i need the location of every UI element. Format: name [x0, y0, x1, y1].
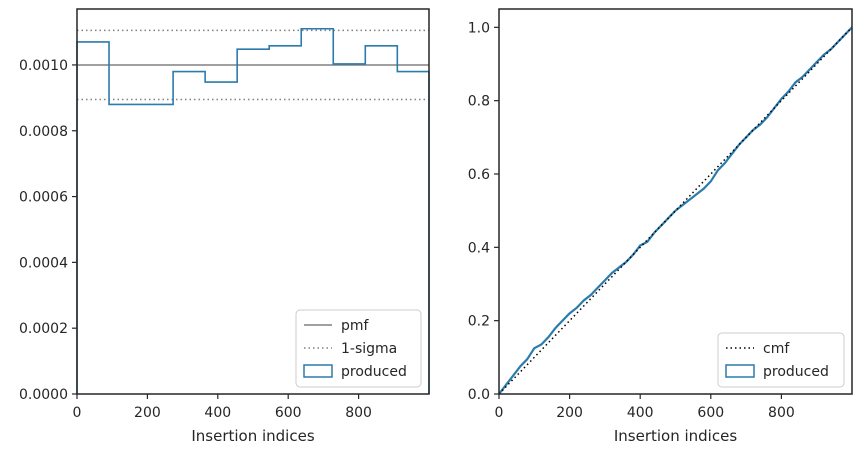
y-tick-label: 0.2: [468, 314, 490, 330]
histogram-x-axis-label: Insertion indices: [191, 427, 314, 445]
y-tick-label: 0.8: [468, 94, 490, 110]
produced-curve: [498, 26, 853, 395]
x-tick-label: 600: [275, 405, 302, 421]
y-tick-label: 0.0004: [19, 255, 68, 271]
y-tick-label: 0.0006: [19, 190, 68, 206]
legend-label: 1-sigma: [341, 341, 397, 357]
cumulative-y-ticks: 0.0 0.2 0.4 0.6 0.8 1.0: [468, 20, 499, 403]
histogram-legend: pmf 1-sigma produced: [295, 309, 422, 388]
legend-label: produced: [341, 364, 407, 380]
legend-produced-swatch: [725, 364, 755, 378]
cumulative-panel: 0 200 400 600 800 0.0 0.2 0.4 0.6 0.8 1.0 Inserti…: [468, 8, 853, 445]
cumulative-frame: [498, 8, 853, 395]
histogram-x-ticks: 0 200 400 600 800: [73, 394, 372, 421]
legend-label: cmf: [763, 341, 790, 357]
x-tick-label: 200: [556, 405, 583, 421]
histogram-y-ticks: 0.0000 0.0002 0.0004 0.0006 0.0008 0.0010: [19, 58, 77, 403]
legend-frame: [717, 332, 845, 388]
x-tick-label: 0: [495, 405, 504, 421]
x-tick-label: 0: [73, 405, 82, 421]
legend-frame: [295, 309, 422, 388]
histogram-frame: [76, 8, 430, 395]
y-tick-label: 0.4: [468, 240, 490, 256]
cumulative-x-ticks: 0 200 400 600 800: [495, 394, 795, 421]
legend-label: pmf: [341, 318, 370, 334]
histogram-panel: 0 200 400 600 800 0.00000.00020.00040.00060.…: [19, 8, 430, 445]
y-tick-label: 0.6: [468, 167, 490, 183]
x-tick-label: 800: [768, 405, 795, 421]
histogram-plot-area: [76, 27, 430, 394]
y-tick-label: 1.0: [468, 20, 490, 36]
cmf-line: [498, 26, 853, 395]
cumulative-plot-area: [498, 26, 853, 395]
y-tick-label: 0.0002: [19, 321, 68, 337]
cumulative-x-axis-label: Insertion indices: [614, 427, 737, 445]
x-tick-label: 800: [345, 405, 372, 421]
y-tick-label: 0.0000: [19, 387, 68, 403]
produced-histogram: [76, 27, 430, 394]
y-tick-label: 0.0010: [19, 58, 68, 74]
x-tick-label: 200: [134, 405, 161, 421]
x-tick-label: 400: [204, 405, 231, 421]
x-tick-label: 400: [627, 405, 654, 421]
x-tick-label: 600: [697, 405, 724, 421]
y-tick-label: 0.0: [468, 387, 490, 403]
y-tick-label: 0.0008: [19, 124, 68, 140]
cumulative-legend: cmf produced: [717, 332, 845, 388]
legend-label: produced: [763, 364, 829, 380]
legend-produced-swatch: [303, 364, 333, 378]
